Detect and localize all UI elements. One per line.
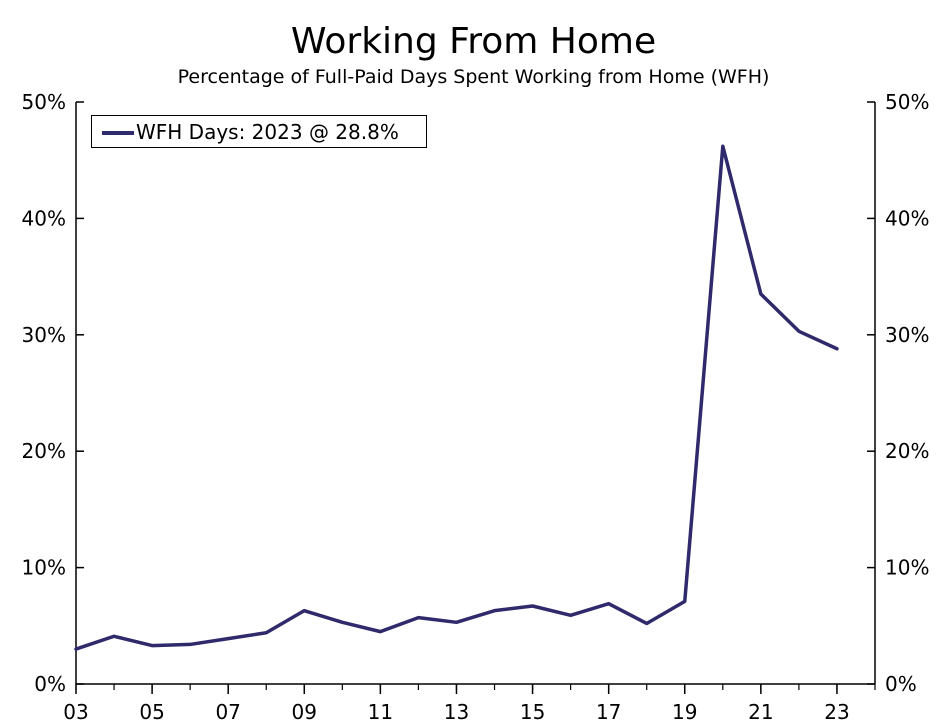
x-tick-label: 23 [824, 700, 849, 724]
y-tick-label-right: 30% [885, 323, 929, 347]
y-tick-label-right: 20% [885, 439, 929, 463]
x-tick-label: 15 [520, 700, 545, 724]
chart-legend: WFH Days: 2023 @ 28.8% [91, 115, 427, 148]
y-tick-label-left: 30% [22, 323, 66, 347]
y-tick-label-right: 10% [885, 556, 929, 580]
legend-swatch-wfh [102, 131, 134, 135]
x-tick-label: 03 [63, 700, 88, 724]
y-tick-label-right: 50% [885, 90, 929, 114]
y-tick-label-right: 0% [885, 672, 917, 696]
x-tick-label: 19 [672, 700, 697, 724]
series-line-wfh [74, 144, 839, 651]
x-tick-label: 07 [215, 700, 240, 724]
x-tick-label: 21 [748, 700, 773, 724]
x-tick-label: 17 [596, 700, 621, 724]
x-tick-label: 11 [368, 700, 393, 724]
x-tick-label: 13 [444, 700, 469, 724]
y-tick-label-left: 10% [22, 556, 66, 580]
x-tick-label: 05 [139, 700, 164, 724]
chart-title: Working From Home [290, 21, 657, 62]
y-tick-label-left: 0% [34, 672, 66, 696]
y-tick-label-left: 20% [22, 439, 66, 463]
legend-label-wfh: WFH Days: 2023 @ 28.8% [136, 120, 399, 144]
y-tick-label-right: 40% [885, 206, 929, 230]
y-tick-label-left: 40% [22, 206, 66, 230]
x-tick-label: 09 [292, 700, 317, 724]
chart-subtitle: Percentage of Full-Paid Days Spent Worki… [177, 66, 770, 88]
y-tick-label-left: 50% [22, 90, 66, 114]
